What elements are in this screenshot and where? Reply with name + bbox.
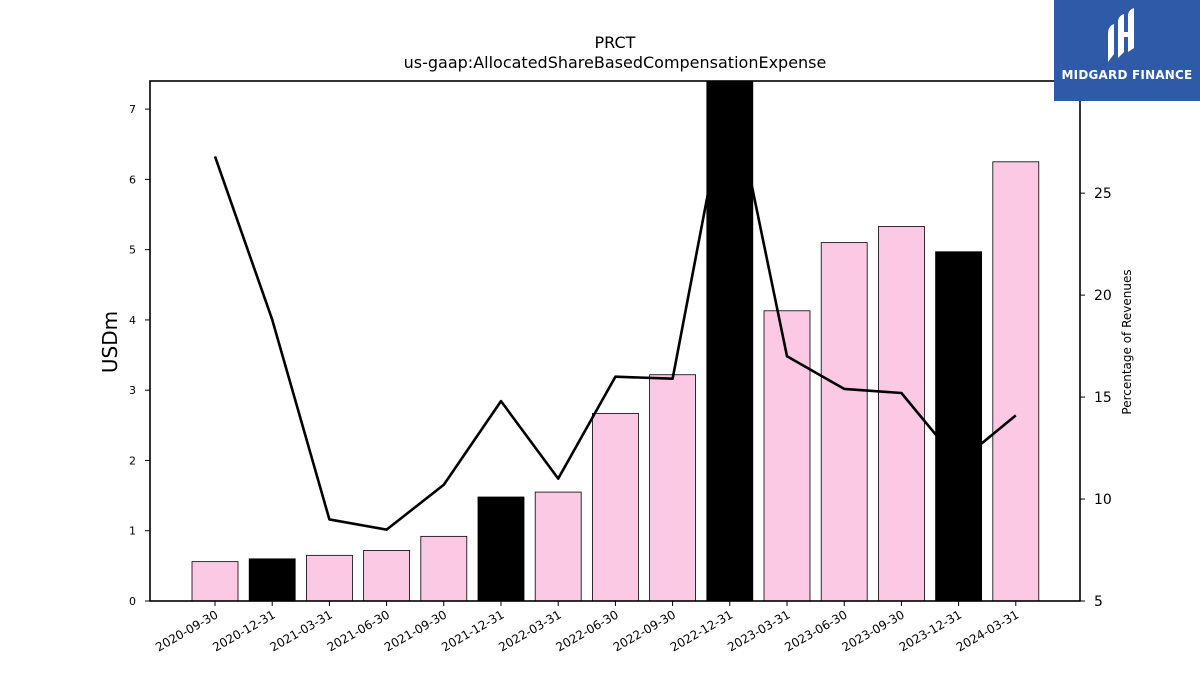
bar [191, 561, 239, 601]
y2-tick-label: 10 [1094, 492, 1112, 508]
plot-area: 012345675101520252020-09-302020-12-31202… [129, 80, 1112, 654]
bar [420, 535, 468, 601]
x-tick-label: 2021-12-31 [439, 607, 506, 654]
y-tick-label: 3 [129, 384, 136, 397]
y2-tick-label: 15 [1094, 390, 1112, 406]
bar [248, 558, 296, 601]
x-tick-label: 2023-12-31 [897, 607, 964, 654]
series-line [213, 81, 1017, 531]
logo-mark-icon [1108, 8, 1134, 62]
y-tick-label: 0 [129, 595, 136, 608]
x-tick-label: 2024-03-31 [954, 607, 1021, 654]
y-tick-label: 2 [129, 454, 136, 467]
y-tick-label: 7 [129, 103, 136, 116]
bar [935, 251, 982, 601]
x-tick-label: 2023-09-30 [839, 607, 906, 654]
bar [534, 491, 582, 601]
x-tick-label: 2021-03-31 [267, 607, 334, 654]
bar [763, 310, 811, 601]
y2-tick-label: 25 [1094, 186, 1112, 202]
y-tick-label: 5 [129, 244, 136, 257]
x-tick-label: 2022-03-31 [496, 607, 563, 654]
bar [592, 412, 639, 601]
bar [649, 374, 696, 601]
bar [878, 226, 925, 601]
x-tick-label: 2022-06-30 [553, 607, 620, 654]
x-tick-label: 2022-09-30 [611, 607, 678, 654]
bar [477, 496, 525, 601]
y2-axis-label: Percentage of Revenues [1120, 269, 1134, 414]
bar [363, 550, 411, 601]
logo-text: MIDGARD FINANCE [1061, 68, 1193, 82]
x-tick-label: 2022-12-31 [668, 607, 735, 654]
y-tick-label: 1 [129, 525, 136, 538]
bar [992, 161, 1040, 601]
y-axis-label: USDm [98, 311, 122, 373]
midgard-finance-logo: MIDGARD FINANCE [1054, 0, 1200, 101]
chart-title: PRCT [595, 33, 636, 52]
y-tick-label: 4 [129, 314, 136, 327]
x-tick-label: 2023-03-31 [725, 607, 792, 654]
bar [820, 242, 868, 601]
x-tick-label: 2021-09-30 [382, 607, 449, 654]
y-tick-label: 6 [129, 173, 136, 186]
x-tick-label: 2021-06-30 [325, 607, 392, 654]
x-tick-label: 2023-06-30 [782, 607, 849, 654]
bar [706, 81, 754, 601]
x-tick-label: 2020-09-30 [153, 607, 220, 654]
x-tick-label: 2020-12-31 [210, 607, 277, 654]
chart-subtitle: us-gaap:AllocatedShareBasedCompensationE… [404, 53, 827, 72]
bar [305, 554, 353, 601]
y2-tick-label: 5 [1094, 594, 1103, 610]
y2-tick-label: 20 [1094, 288, 1112, 304]
